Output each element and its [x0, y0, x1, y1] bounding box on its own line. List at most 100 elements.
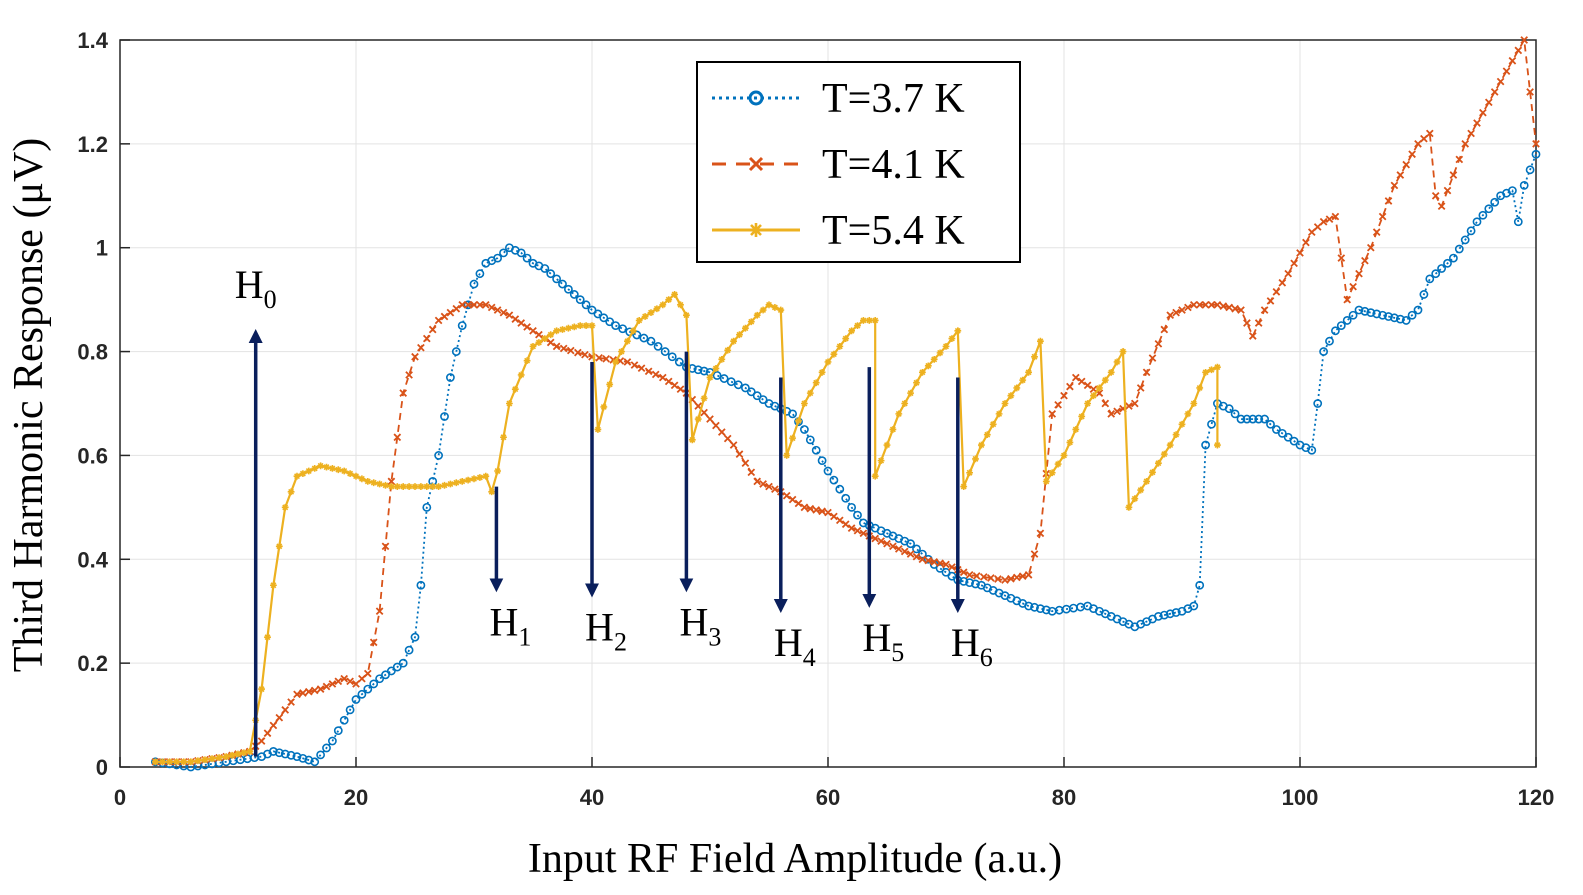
data-point	[446, 308, 455, 317]
data-point	[1172, 431, 1180, 439]
data-point	[1454, 244, 1464, 254]
data-point	[333, 726, 343, 736]
data-point	[575, 295, 585, 305]
data-point	[1054, 460, 1062, 468]
data-point	[782, 491, 791, 500]
data-point	[889, 542, 897, 551]
data-point	[805, 435, 815, 445]
data-point	[500, 433, 507, 441]
data-point	[264, 633, 271, 641]
data-point	[340, 674, 349, 683]
data-point	[1431, 191, 1440, 200]
data-point	[499, 248, 508, 258]
data-point	[546, 338, 555, 347]
data-point	[665, 296, 673, 304]
annotation-main: H	[862, 615, 891, 660]
data-point	[458, 300, 467, 309]
data-point	[576, 322, 584, 330]
data-point	[1042, 477, 1050, 485]
x-tick-label: 120	[1518, 785, 1555, 810]
data-point	[1136, 384, 1145, 392]
data-point	[234, 750, 242, 758]
data-point	[1219, 302, 1228, 310]
data-point	[263, 729, 272, 738]
annotation-label: H1	[489, 599, 531, 651]
data-point	[1520, 36, 1529, 44]
data-point	[1307, 228, 1316, 236]
data-point	[558, 279, 567, 289]
data-point	[741, 459, 750, 468]
data-point	[511, 385, 519, 393]
data-point	[201, 756, 209, 764]
y-tick-label: 1.2	[77, 132, 108, 157]
data-point	[1378, 310, 1387, 320]
data-point	[1478, 210, 1488, 220]
legend-label: T=4.1 K	[822, 142, 965, 188]
series-2	[152, 291, 1221, 766]
data-point	[918, 555, 927, 564]
data-point	[972, 572, 981, 580]
data-point	[334, 677, 343, 686]
data-point	[1036, 529, 1045, 538]
data-point	[730, 337, 737, 345]
annotation-label: H2	[585, 604, 627, 656]
data-point	[423, 483, 431, 490]
data-point	[1248, 414, 1258, 424]
data-point	[942, 342, 950, 350]
data-point	[1230, 409, 1240, 419]
data-point	[700, 408, 708, 417]
data-point	[693, 365, 703, 375]
data-point	[936, 349, 944, 357]
legend-marker	[748, 90, 764, 106]
data-point	[1190, 400, 1198, 407]
data-point	[842, 335, 850, 342]
data-point	[800, 503, 809, 512]
data-point	[1508, 56, 1517, 65]
x-axis-label: Input RF Field Amplitude (a.u.)	[528, 836, 1062, 882]
data-point	[529, 326, 537, 335]
data-point	[1166, 441, 1174, 449]
data-point	[1148, 354, 1157, 362]
data-point	[208, 755, 216, 763]
data-point	[1472, 217, 1482, 227]
data-point	[712, 421, 720, 430]
data-point	[1366, 308, 1376, 318]
data-point	[629, 327, 637, 335]
data-point	[1208, 366, 1215, 374]
data-point	[258, 685, 265, 693]
data-point	[523, 357, 531, 365]
data-point	[635, 317, 643, 324]
data-point	[1490, 88, 1499, 96]
data-point	[718, 355, 726, 363]
data-point	[1030, 602, 1039, 612]
data-point	[1090, 392, 1097, 400]
data-point	[1125, 402, 1133, 410]
legend-marker	[749, 223, 763, 237]
data-point	[435, 483, 442, 490]
data-point	[883, 441, 891, 449]
data-point	[405, 483, 413, 490]
data-point	[516, 248, 526, 258]
data-point	[469, 279, 479, 289]
data-point	[1143, 477, 1150, 485]
y-tick-label: 0	[96, 755, 108, 780]
data-point	[457, 321, 467, 331]
data-point	[1390, 181, 1399, 190]
data-point	[517, 319, 526, 327]
data-point	[1525, 165, 1535, 175]
data-point	[1113, 358, 1121, 366]
data-point	[434, 451, 443, 460]
data-point	[1214, 363, 1221, 371]
x-tick-label: 80	[1052, 785, 1076, 810]
data-point	[159, 758, 166, 766]
data-point	[1001, 400, 1009, 407]
data-point	[818, 368, 826, 376]
data-point	[1060, 452, 1068, 459]
data-point	[1225, 303, 1234, 312]
data-point	[152, 758, 159, 766]
data-point	[1072, 426, 1080, 433]
data-point	[464, 300, 472, 309]
data-point	[1378, 212, 1387, 221]
data-point	[1201, 440, 1210, 450]
data-point	[747, 468, 756, 477]
